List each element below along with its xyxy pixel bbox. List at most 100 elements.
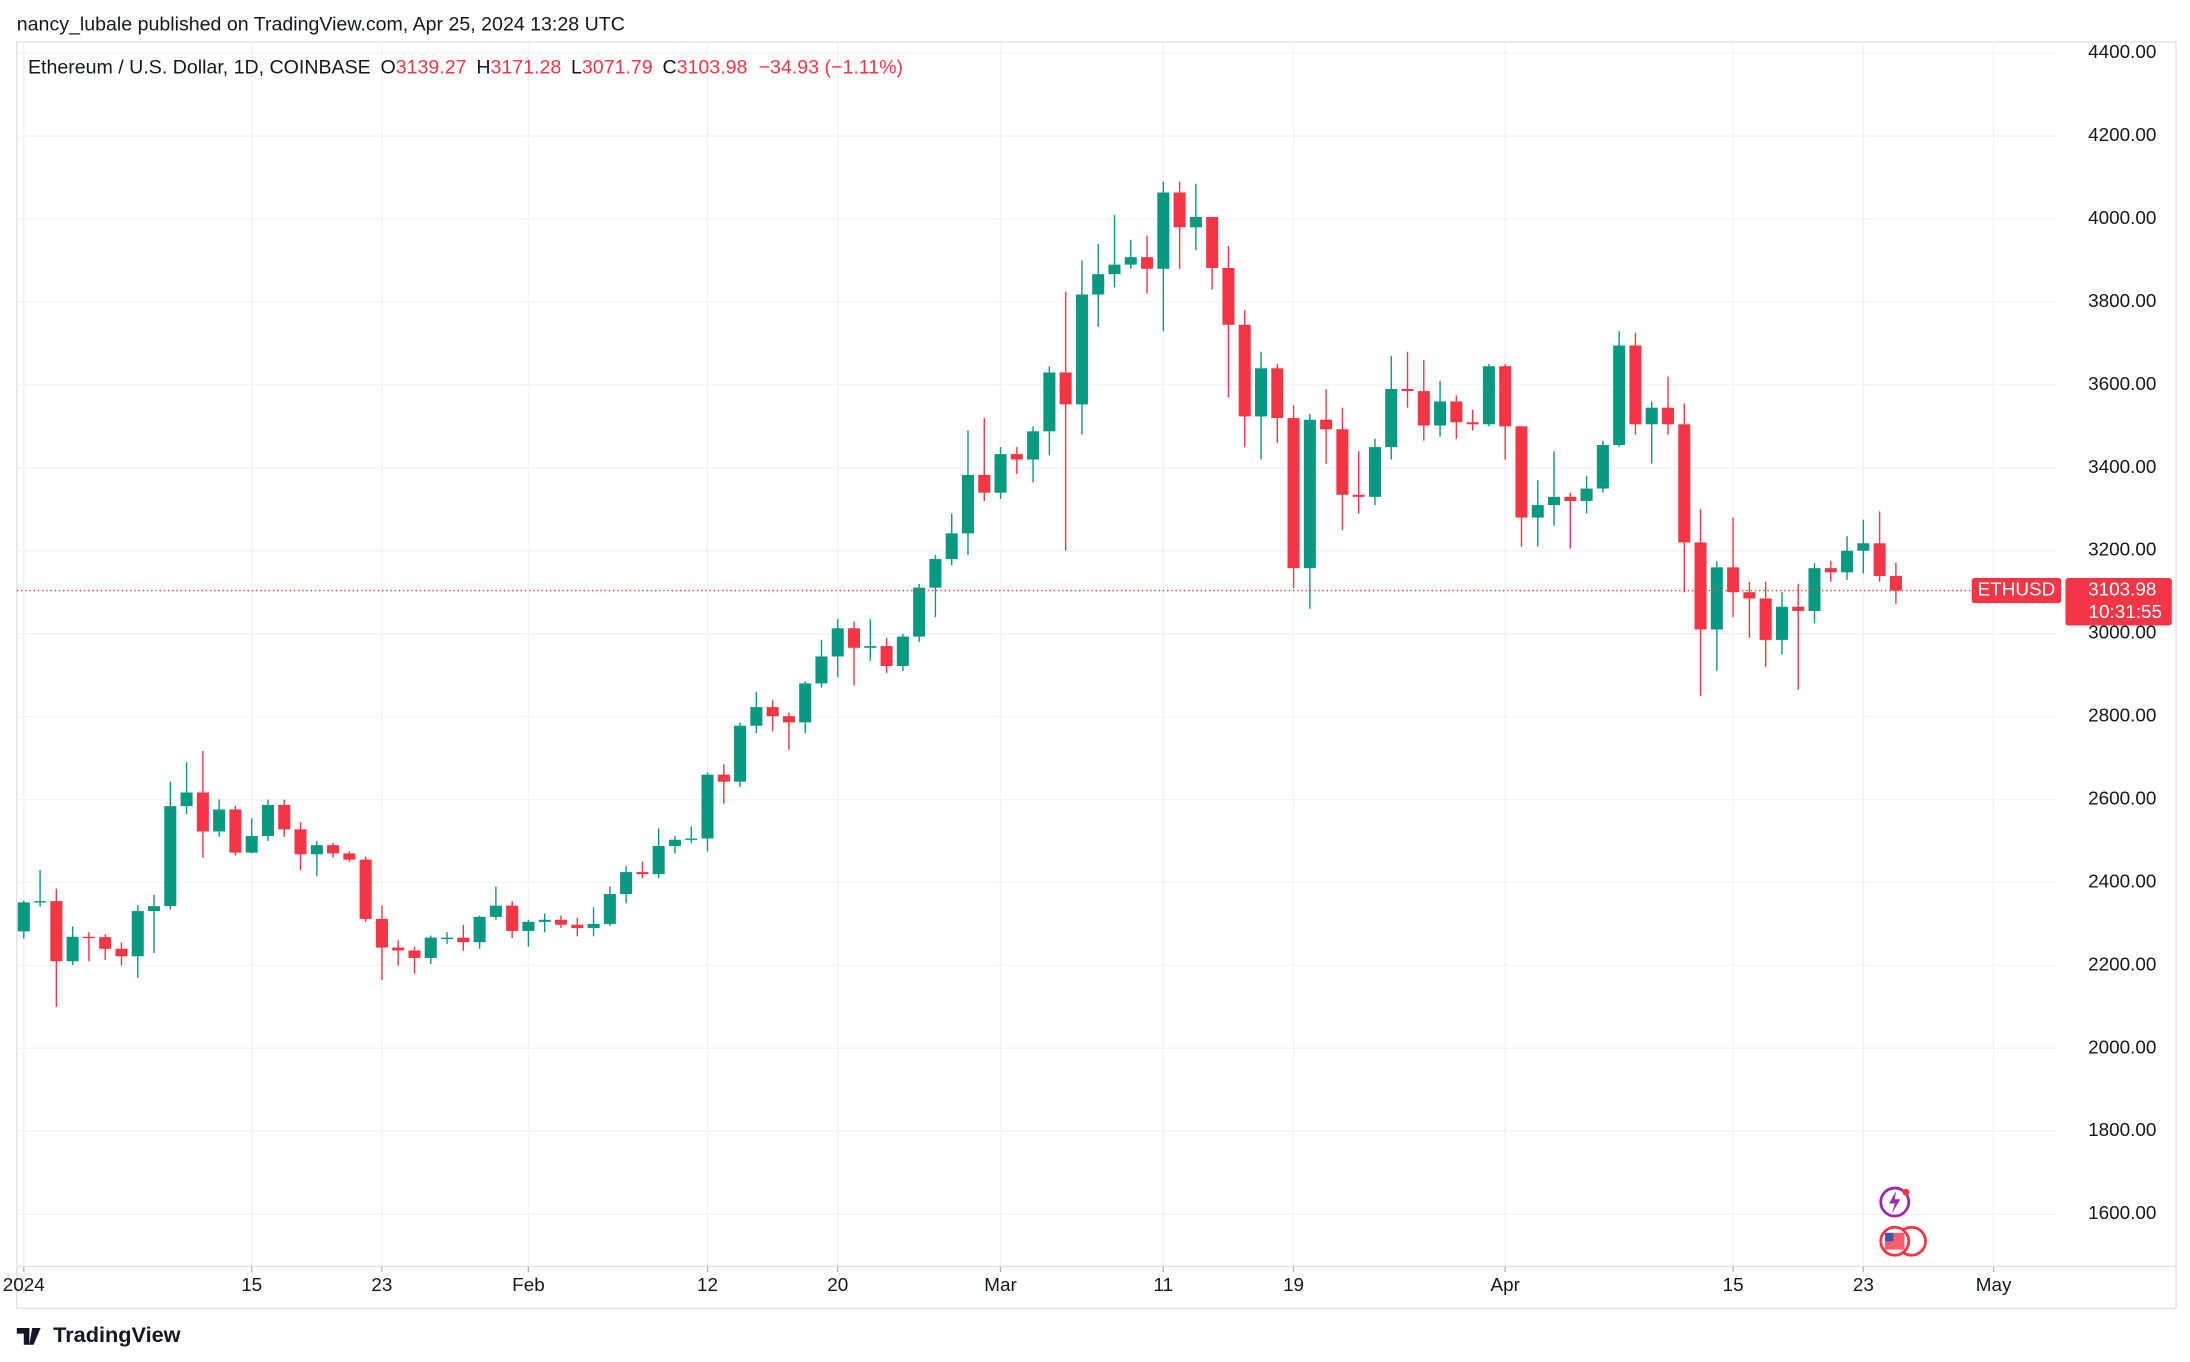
candle-body — [1303, 419, 1316, 569]
low-label: L — [571, 57, 582, 79]
candle-body — [554, 919, 568, 925]
candle-body — [1092, 274, 1105, 295]
candle-body — [1352, 494, 1365, 497]
candle-body — [1759, 598, 1772, 640]
candle-body — [571, 924, 584, 929]
change: −34.93 (−1.11%) — [759, 57, 903, 79]
candle-body — [82, 936, 95, 939]
candle-body — [1157, 192, 1170, 269]
candle-body — [1401, 389, 1414, 392]
candle-body — [1775, 606, 1788, 640]
y-tick-label: 4000.00 — [2088, 208, 2156, 229]
candle-body — [1808, 568, 1821, 611]
candle-body — [913, 587, 926, 637]
candle-body — [457, 937, 470, 943]
y-tick-label: 3400.00 — [2088, 457, 2156, 478]
candle-body — [701, 774, 714, 839]
y-tick-label: 1800.00 — [2088, 1120, 2156, 1141]
footer: TradingView — [16, 1322, 181, 1347]
candle-body — [603, 894, 616, 924]
legend: Ethereum / U.S. Dollar, 1D, COINBASE O313… — [28, 57, 903, 79]
candle-body — [473, 916, 486, 943]
grid: 1600.00 1800.00 2000.00 2200.00 2400.00 2600.… — [3, 41, 2156, 1296]
candle-body — [1889, 575, 1902, 591]
candle-body — [17, 902, 30, 932]
candle-body — [799, 683, 812, 723]
candle-body — [1629, 345, 1642, 425]
flag-canton — [1884, 1232, 1894, 1242]
candle-body — [1010, 454, 1023, 460]
candle-body — [441, 937, 454, 940]
candle-body — [929, 559, 942, 588]
candle-body — [848, 628, 861, 648]
candle-body — [685, 838, 698, 840]
candle-body — [1824, 568, 1837, 573]
attribution: nancy_lubale published on TradingView.co… — [17, 13, 625, 35]
close-label: C — [663, 57, 677, 79]
candle-body — [1271, 368, 1284, 419]
candle-body — [408, 950, 421, 958]
candle-body — [652, 845, 665, 875]
candle-body — [1206, 216, 1219, 268]
candle-body — [815, 656, 828, 684]
close-value: 3103.98 — [677, 57, 748, 79]
candle-body — [1727, 567, 1740, 593]
candle-body — [34, 901, 47, 903]
candle-body — [1857, 543, 1870, 551]
price-tag-box — [2065, 577, 2172, 626]
candle-body — [864, 646, 877, 648]
event-icons — [1879, 1186, 1927, 1257]
candle-body — [1841, 550, 1854, 573]
y-tick-label: 3800.00 — [2088, 291, 2156, 312]
x-tick-label: Apr — [1491, 1275, 1520, 1296]
candle-body — [978, 474, 991, 493]
y-tick-label: 2800.00 — [2088, 706, 2156, 727]
x-tick-label: May — [1976, 1275, 2012, 1296]
candle-body — [1336, 429, 1349, 495]
high-value: 3171.28 — [490, 57, 561, 79]
x-tick-label: 15 — [241, 1275, 262, 1296]
candle-body — [424, 937, 437, 958]
candle-body — [1027, 431, 1040, 460]
candle-body — [115, 948, 128, 957]
candle-body — [1564, 496, 1577, 501]
event-dot — [1902, 1188, 1910, 1196]
candle-body — [261, 804, 275, 837]
candle-body — [994, 454, 1007, 493]
candle-body — [1141, 257, 1154, 269]
candle-body — [213, 809, 226, 832]
candle-body — [506, 905, 519, 931]
candle-body — [1710, 567, 1723, 630]
candle-body — [1661, 407, 1675, 425]
candle-body — [245, 836, 258, 853]
candle-body — [1694, 542, 1707, 630]
candle-body — [1580, 488, 1593, 501]
x-tick-label: 15 — [1723, 1275, 1744, 1296]
candle-body — [782, 716, 795, 723]
candle-body — [1613, 345, 1626, 446]
x-tick-label: 12 — [697, 1275, 718, 1296]
candle-body — [1531, 505, 1544, 518]
y-tick-label: 1600.00 — [2088, 1203, 2156, 1224]
candle-body — [1108, 264, 1121, 275]
candle-body — [1238, 324, 1251, 417]
candle-body — [620, 872, 633, 895]
frame — [16, 41, 2177, 1310]
candle-body — [668, 839, 681, 846]
candle-body — [1222, 267, 1235, 325]
candle-body — [180, 792, 193, 807]
candle-body — [50, 901, 63, 962]
candle-body — [1368, 447, 1381, 497]
x-tick-label: 2024 — [3, 1275, 45, 1296]
candle-body — [1645, 407, 1658, 425]
candle-body — [1873, 543, 1886, 577]
candle-body — [1515, 426, 1528, 518]
candle-body — [327, 845, 340, 854]
open-value: 3139.27 — [396, 57, 467, 79]
candle-body — [1173, 192, 1186, 228]
candle-body — [945, 533, 958, 560]
candle-body — [489, 905, 502, 917]
price-tag: 3103.98 — [2088, 580, 2156, 601]
